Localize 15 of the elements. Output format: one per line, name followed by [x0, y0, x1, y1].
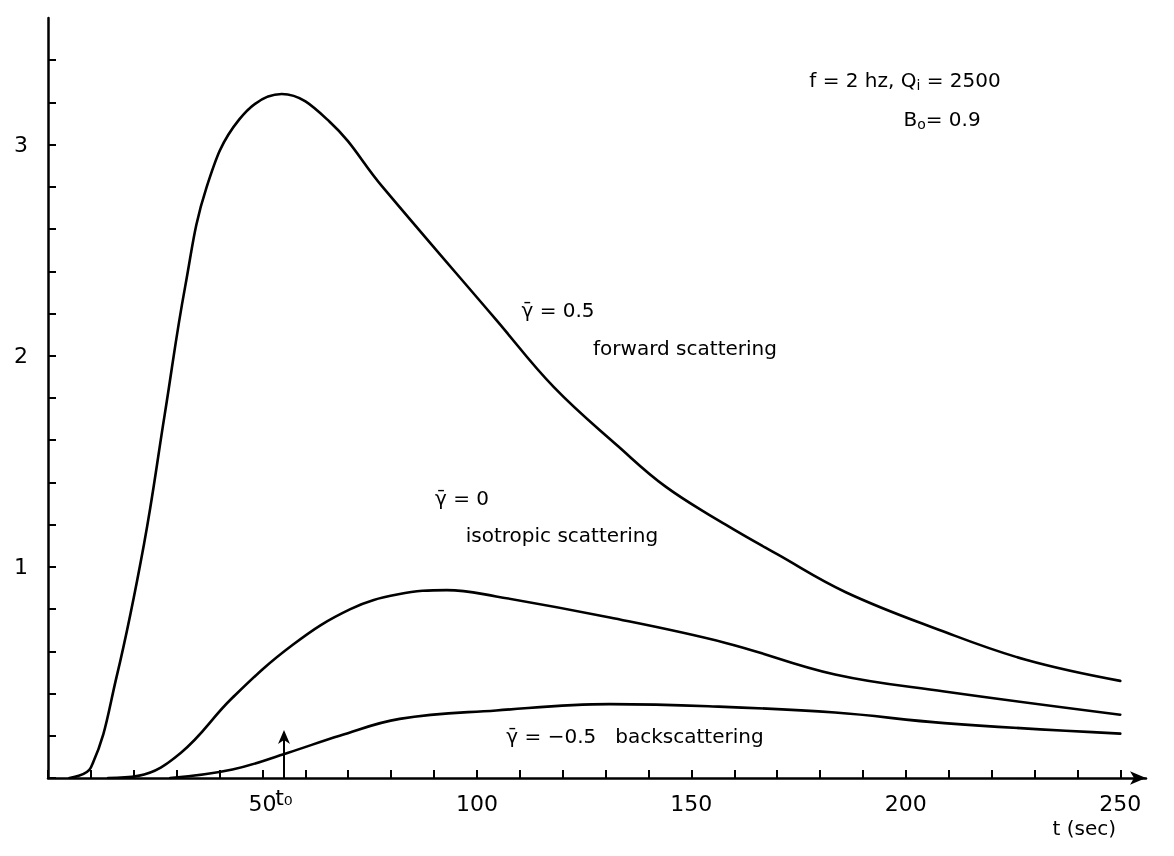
annotation: γ̄ = 0.5 [521, 298, 595, 322]
y-tick-label: 1 [14, 554, 28, 580]
x-tick-label: 100 [455, 790, 498, 816]
y-tick-label: 3 [14, 132, 28, 158]
ref-line-label: t₀ [275, 784, 293, 810]
x-tick-label: 200 [884, 790, 927, 816]
annotation: isotropic scattering [465, 523, 659, 547]
x-tick-label: 250 [1099, 790, 1142, 816]
x-tick-label: 150 [670, 790, 713, 816]
x-tick-label: 50 [248, 790, 277, 816]
annotation: γ̄ = 0 [434, 486, 490, 510]
annotation: forward scattering [593, 336, 777, 360]
annotation: γ̄ = −0.5 backscattering [506, 724, 764, 748]
y-tick-label: 2 [14, 343, 28, 369]
x-axis-title: t (sec) [1052, 816, 1116, 840]
